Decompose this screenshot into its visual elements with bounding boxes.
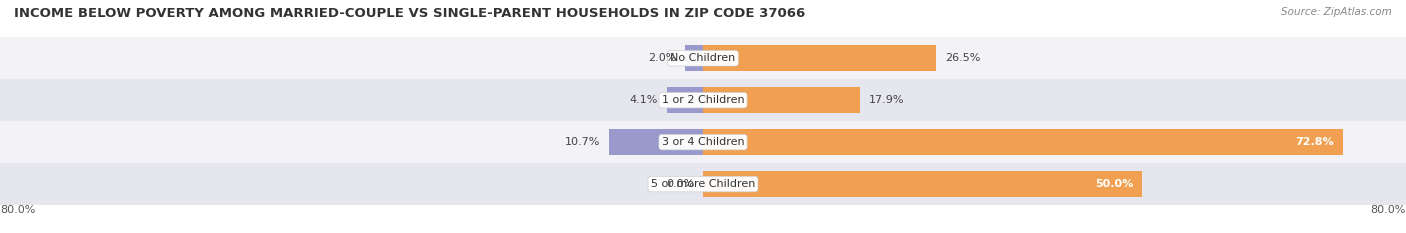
Text: 72.8%: 72.8% bbox=[1295, 137, 1334, 147]
Text: Source: ZipAtlas.com: Source: ZipAtlas.com bbox=[1281, 7, 1392, 17]
Bar bbox=[703, 87, 860, 113]
Text: 17.9%: 17.9% bbox=[869, 95, 904, 105]
Bar bbox=[703, 45, 936, 71]
Text: 1 or 2 Children: 1 or 2 Children bbox=[662, 95, 744, 105]
Text: 5 or more Children: 5 or more Children bbox=[651, 179, 755, 189]
Bar bbox=[0, 79, 1406, 121]
Bar bbox=[686, 45, 703, 71]
Text: 3 or 4 Children: 3 or 4 Children bbox=[662, 137, 744, 147]
Text: 2.0%: 2.0% bbox=[648, 53, 676, 63]
Bar bbox=[666, 87, 703, 113]
Text: 4.1%: 4.1% bbox=[630, 95, 658, 105]
Bar bbox=[609, 129, 703, 155]
Text: 26.5%: 26.5% bbox=[945, 53, 980, 63]
Text: 10.7%: 10.7% bbox=[565, 137, 600, 147]
Bar bbox=[0, 163, 1406, 205]
Bar bbox=[703, 171, 1142, 197]
Text: 50.0%: 50.0% bbox=[1095, 179, 1133, 189]
Text: 80.0%: 80.0% bbox=[1371, 205, 1406, 215]
Bar bbox=[703, 129, 1343, 155]
Text: No Children: No Children bbox=[671, 53, 735, 63]
Text: INCOME BELOW POVERTY AMONG MARRIED-COUPLE VS SINGLE-PARENT HOUSEHOLDS IN ZIP COD: INCOME BELOW POVERTY AMONG MARRIED-COUPL… bbox=[14, 7, 806, 20]
Bar bbox=[0, 37, 1406, 79]
Bar bbox=[0, 121, 1406, 163]
Text: 0.0%: 0.0% bbox=[666, 179, 695, 189]
Text: 80.0%: 80.0% bbox=[0, 205, 35, 215]
